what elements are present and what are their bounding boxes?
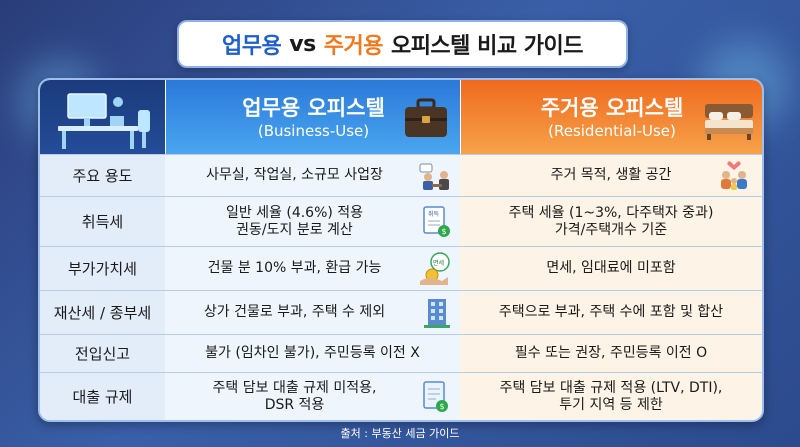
residential-cell: 면세, 임대료에 미포함 <box>460 247 762 291</box>
business-text: DSR 적용 <box>264 397 325 413</box>
row-label: 부가가치세 <box>40 247 166 291</box>
residential-text: 투기 지역 등 제한 <box>559 397 663 413</box>
residential-text: 면세, 임대료에 미포함 <box>546 260 676 277</box>
residential-text: 주택으로 부과, 주택 수에 포함 및 합산 <box>498 304 724 321</box>
business-text: 상가 건물로 부과, 주택 수 제외 <box>203 304 386 321</box>
table-row: 재산세 / 종부세 상가 건물로 부과, 주택 수 제외 주택으로 부과, 주택… <box>40 290 762 335</box>
residential-cell: 필수 또는 권장, 주민등록 이전 O <box>460 335 762 373</box>
business-cell: 불가 (임차인 불가), 주민등록 이전 X <box>165 335 461 373</box>
title-vs: vs <box>289 31 316 57</box>
table-row: 전입신고 불가 (임차인 불가), 주민등록 이전 X 필수 또는 권장, 주민… <box>40 334 762 373</box>
residential-header-subtitle: (Residential-Use) <box>548 122 676 140</box>
business-cell: 건물 분 10% 부과, 환급 가능 면세 <box>165 247 461 291</box>
source-footer: 출처 : 부동산 세금 가이드 <box>340 427 460 440</box>
business-text: 사무실, 작업실, 소규모 사업장 <box>206 167 383 184</box>
comparison-table: 업무용 오피스텔 (Business-Use) 주거용 오피스텔 (Reside… <box>38 78 764 422</box>
business-text: 권동/도지 분로 계산 <box>236 222 353 238</box>
title-residential: 주거용 <box>323 34 384 59</box>
table-row: 주요 용도 사무실, 작업실, 소규모 사업장 주거 목적, 생활 공간 <box>40 154 762 197</box>
residential-cell: 주거 목적, 생활 공간 <box>460 155 762 197</box>
coin-bubble-label: 면세 <box>433 259 444 267</box>
bed-icon <box>705 104 753 140</box>
family-icon <box>721 161 747 190</box>
business-cell: 일반 세율 (4.6%) 적용 권동/도지 분로 계산 취득 $ <box>165 197 461 247</box>
row-label: 대출 규제 <box>40 373 166 420</box>
residential-header-title: 주거용 오피스텔 <box>540 96 684 120</box>
title-business: 업무용 <box>222 34 282 59</box>
residential-text: 주거 목적, 생활 공간 <box>550 167 672 184</box>
business-text: 건물 분 10% 부과, 환급 가능 <box>207 260 382 277</box>
title-rest: 오피스텔 비교 가이드 <box>390 34 583 59</box>
table-row: 부가가치세 건물 분 10% 부과, 환급 가능 면세 면세, 임대료에 미포함 <box>40 246 762 291</box>
residential-text: 주택 담보 대출 규제 적용 (LTV, DTI), <box>499 379 723 396</box>
row-label: 주요 용도 <box>40 155 166 197</box>
residential-cell: 주택 담보 대출 규제 적용 (LTV, DTI), 투기 지역 등 제한 <box>460 373 762 420</box>
header-corner <box>40 80 165 154</box>
residential-cell: 주택으로 부과, 주택 수에 포함 및 합산 <box>460 291 762 335</box>
svg-text:$: $ <box>442 227 447 236</box>
office-desk-icon <box>58 93 150 149</box>
business-cell: 사무실, 작업실, 소규모 사업장 <box>165 155 461 197</box>
coin-hand-icon: 면세 <box>420 252 450 285</box>
business-text: 불가 (임차인 불가), 주민등록 이전 X <box>205 345 420 362</box>
loan-document-icon: $ <box>423 381 448 412</box>
row-label: 재산세 / 종부세 <box>40 291 166 335</box>
header-residential: 주거용 오피스텔 (Residential-Use) <box>460 80 762 154</box>
briefcase-icon <box>405 98 447 137</box>
residential-text: 가격/주택개수 기준 <box>554 222 668 238</box>
residential-cell: 주택 세율 (1~3%, 다주택자 중과) 가격/주택개수 기준 <box>460 197 762 247</box>
business-text: 일반 세율 (4.6%) 적용 <box>225 204 364 221</box>
page-title: 업무용 vs 주거용 오피스텔 비교 가이드 <box>177 20 628 68</box>
tax-document-label: 취득 <box>428 210 440 218</box>
table-row: 대출 규제 주택 담보 대출 규제 미적용, DSR 적용 $ 주택 담보 대출… <box>40 372 762 420</box>
row-label: 전입신고 <box>40 335 166 373</box>
residential-text: 필수 또는 권장, 주민등록 이전 O <box>514 345 708 362</box>
table-row: 취득세 일반 세율 (4.6%) 적용 권동/도지 분로 계산 취득 $ 주택 … <box>40 196 762 247</box>
business-header-subtitle: (Business-Use) <box>257 122 370 140</box>
business-text: 주택 담보 대출 규제 미적용, <box>212 379 377 396</box>
residential-text: 주택 세율 (1~3%, 다주택자 중과) <box>508 204 714 221</box>
business-header-title: 업무용 오피스텔 <box>242 96 385 120</box>
header-business: 업무용 오피스텔 (Business-Use) <box>165 80 461 154</box>
business-cell: 주택 담보 대출 규제 미적용, DSR 적용 $ <box>165 373 461 420</box>
office-building-icon <box>424 299 450 328</box>
svg-text:$: $ <box>440 402 445 411</box>
office-workers-icon <box>419 163 449 190</box>
tax-document-icon: 취득 $ <box>423 206 450 237</box>
row-label: 취득세 <box>40 197 166 247</box>
business-cell: 상가 건물로 부과, 주택 수 제외 <box>165 291 461 335</box>
